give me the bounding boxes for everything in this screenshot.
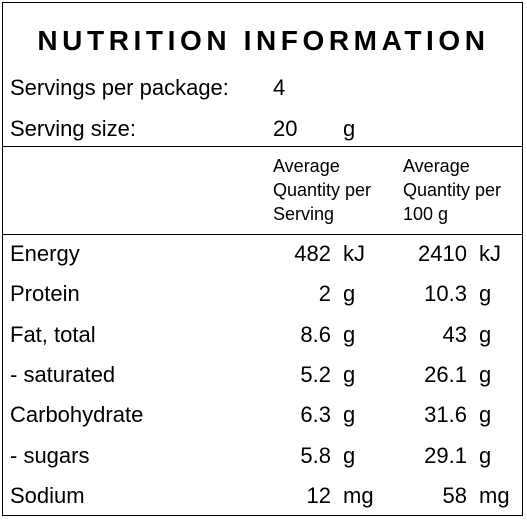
column-header-per-100g: Average Quantity per 100 g — [403, 154, 501, 226]
serving-size-unit: g — [343, 116, 356, 141]
serving-size-value: 20 — [273, 116, 298, 141]
servings-label: Servings per package: — [10, 75, 229, 100]
nutrient-serving-unit: g — [343, 281, 356, 306]
nutrient-per100-unit: g — [479, 362, 492, 387]
nutrient-name: - sugars — [10, 443, 90, 468]
nutrient-serving-unit: g — [343, 322, 356, 347]
nutrient-serving-value: 5.8 — [300, 443, 331, 468]
column-header-line: Serving — [273, 204, 335, 224]
nutrient-per100-unit: g — [479, 322, 492, 347]
serving-size-label: Serving size: — [10, 116, 136, 141]
nutrient-serving-value: 5.2 — [300, 362, 331, 387]
nutrient-serving-unit: g — [343, 443, 356, 468]
nutrient-per100-value: 10.3 — [424, 281, 467, 306]
nutrient-per100-unit: kJ — [479, 241, 501, 266]
nutrition-panel: NUTRITION INFORMATION Servings per packa… — [2, 2, 523, 516]
nutrient-name: Energy — [10, 241, 80, 266]
nutrient-per100-value: 31.6 — [424, 402, 467, 427]
nutrient-per100-unit: g — [479, 443, 492, 468]
divider-header — [3, 234, 522, 235]
column-header-per-serving: Average Quantity per Serving — [273, 154, 371, 226]
nutrient-name: Fat, total — [10, 322, 96, 347]
column-header-line: Average — [273, 156, 340, 176]
nutrient-serving-unit: g — [343, 402, 356, 427]
nutrient-per100-value: 29.1 — [424, 443, 467, 468]
nutrient-serving-value: 12 — [306, 483, 331, 508]
nutrient-serving-unit: kJ — [343, 241, 365, 266]
nutrient-serving-value: 8.6 — [300, 322, 331, 347]
nutrient-per100-unit: g — [479, 402, 492, 427]
column-header-line: Quantity per — [403, 180, 502, 200]
nutrient-per100-unit: mg — [479, 483, 510, 508]
nutrient-serving-value: 2 — [318, 281, 331, 306]
column-header-line: 100 g — [403, 204, 449, 224]
nutrient-serving-value: 482 — [294, 241, 331, 266]
panel-title: NUTRITION INFORMATION — [37, 25, 490, 56]
nutrient-serving-unit: g — [343, 362, 356, 387]
nutrient-per100-value: 26.1 — [424, 362, 467, 387]
servings-value: 4 — [273, 75, 286, 100]
nutrient-name: Carbohydrate — [10, 402, 144, 427]
nutrient-per100-value: 43 — [442, 322, 467, 347]
nutrient-per100-value: 2410 — [418, 241, 467, 266]
nutrient-name: Protein — [10, 281, 80, 306]
column-header-line: Average — [403, 156, 470, 176]
nutrient-per100-unit: g — [479, 281, 492, 306]
nutrient-name: Sodium — [10, 483, 85, 508]
column-header-line: Quantity per — [273, 180, 372, 200]
nutrient-serving-value: 6.3 — [300, 402, 331, 427]
nutrient-serving-unit: mg — [343, 483, 374, 508]
divider-top — [3, 146, 522, 147]
nutrient-name: - saturated — [10, 362, 116, 387]
nutrient-per100-value: 58 — [442, 483, 467, 508]
